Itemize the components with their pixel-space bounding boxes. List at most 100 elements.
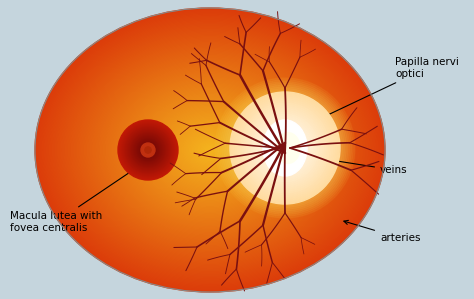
Circle shape: [134, 136, 162, 164]
Ellipse shape: [276, 139, 294, 157]
Ellipse shape: [278, 141, 292, 155]
Ellipse shape: [115, 73, 305, 227]
Ellipse shape: [198, 141, 222, 159]
Ellipse shape: [143, 96, 277, 205]
Ellipse shape: [200, 142, 220, 158]
Ellipse shape: [84, 48, 336, 252]
Ellipse shape: [272, 135, 298, 161]
Circle shape: [146, 148, 150, 152]
Ellipse shape: [109, 68, 310, 232]
Ellipse shape: [67, 34, 353, 266]
Circle shape: [138, 140, 158, 160]
Ellipse shape: [268, 131, 301, 165]
Circle shape: [129, 131, 167, 169]
Ellipse shape: [95, 57, 325, 243]
Ellipse shape: [259, 122, 311, 174]
Ellipse shape: [197, 139, 223, 161]
Circle shape: [141, 143, 155, 157]
Ellipse shape: [58, 27, 362, 273]
Ellipse shape: [79, 43, 341, 257]
Ellipse shape: [73, 39, 347, 261]
Ellipse shape: [63, 30, 357, 269]
Ellipse shape: [169, 117, 251, 183]
Ellipse shape: [283, 146, 287, 150]
Circle shape: [121, 123, 175, 177]
Ellipse shape: [239, 103, 330, 193]
Ellipse shape: [238, 101, 332, 195]
Ellipse shape: [65, 33, 355, 267]
Ellipse shape: [131, 86, 289, 214]
Ellipse shape: [164, 112, 256, 188]
Ellipse shape: [261, 124, 309, 172]
Ellipse shape: [255, 118, 314, 178]
Ellipse shape: [159, 109, 261, 191]
Ellipse shape: [267, 130, 302, 166]
Ellipse shape: [126, 81, 294, 219]
Ellipse shape: [187, 131, 233, 169]
Ellipse shape: [108, 67, 312, 233]
Ellipse shape: [282, 144, 289, 152]
Ellipse shape: [127, 83, 293, 217]
Ellipse shape: [262, 125, 308, 171]
Circle shape: [144, 146, 152, 154]
Ellipse shape: [121, 78, 299, 222]
Ellipse shape: [96, 58, 324, 242]
Ellipse shape: [64, 32, 356, 268]
Ellipse shape: [134, 89, 286, 211]
Text: veins: veins: [322, 157, 408, 175]
Ellipse shape: [280, 142, 291, 154]
Ellipse shape: [248, 111, 322, 185]
Ellipse shape: [111, 70, 309, 231]
Ellipse shape: [133, 87, 287, 213]
Ellipse shape: [276, 139, 294, 157]
Ellipse shape: [145, 97, 275, 203]
Ellipse shape: [165, 113, 255, 187]
Ellipse shape: [263, 126, 307, 170]
Ellipse shape: [107, 66, 313, 234]
Ellipse shape: [270, 133, 300, 163]
Ellipse shape: [36, 9, 383, 291]
Circle shape: [132, 134, 164, 166]
Ellipse shape: [100, 61, 319, 239]
Ellipse shape: [266, 129, 304, 167]
Ellipse shape: [160, 110, 260, 190]
Circle shape: [147, 149, 149, 151]
Ellipse shape: [184, 129, 236, 171]
Ellipse shape: [190, 133, 230, 167]
Ellipse shape: [222, 85, 348, 211]
Ellipse shape: [250, 112, 320, 184]
Ellipse shape: [236, 99, 334, 197]
Ellipse shape: [60, 28, 360, 272]
Ellipse shape: [48, 19, 372, 281]
Circle shape: [118, 120, 178, 180]
Ellipse shape: [271, 134, 299, 162]
Ellipse shape: [259, 122, 310, 174]
Ellipse shape: [80, 45, 340, 255]
Ellipse shape: [219, 82, 352, 214]
Ellipse shape: [181, 126, 239, 174]
Ellipse shape: [245, 107, 325, 189]
Ellipse shape: [278, 141, 292, 155]
Ellipse shape: [230, 92, 340, 204]
Ellipse shape: [201, 143, 219, 157]
Ellipse shape: [122, 79, 298, 221]
Text: Macula lutea with
fovea centralis: Macula lutea with fovea centralis: [10, 164, 142, 233]
Ellipse shape: [153, 104, 267, 196]
Ellipse shape: [252, 115, 318, 181]
Ellipse shape: [117, 74, 303, 226]
Circle shape: [127, 129, 169, 171]
Ellipse shape: [182, 127, 237, 173]
Circle shape: [136, 138, 160, 162]
Ellipse shape: [191, 135, 229, 165]
Circle shape: [126, 128, 170, 172]
Ellipse shape: [229, 92, 341, 204]
Circle shape: [139, 141, 157, 159]
Ellipse shape: [241, 104, 329, 192]
Ellipse shape: [114, 72, 306, 228]
Ellipse shape: [55, 25, 365, 275]
Ellipse shape: [138, 92, 282, 208]
Ellipse shape: [45, 16, 375, 284]
Ellipse shape: [265, 127, 305, 169]
Ellipse shape: [172, 119, 248, 181]
Circle shape: [143, 145, 153, 155]
